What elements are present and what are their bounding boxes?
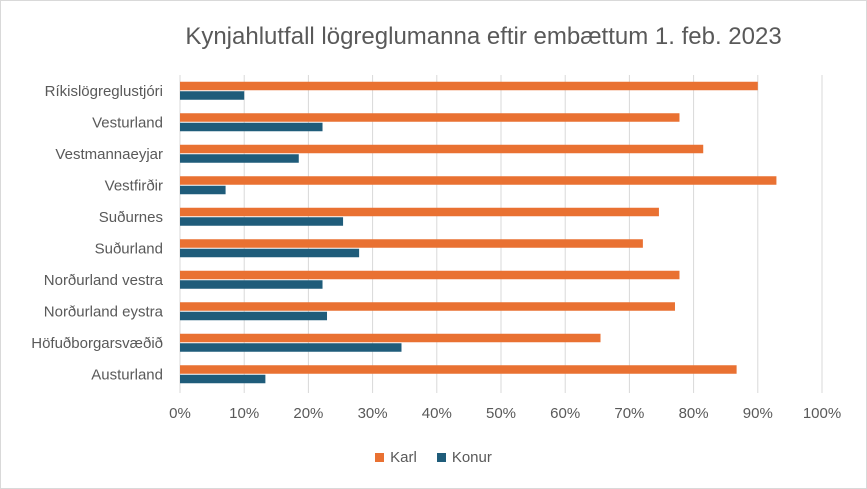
bar-konur <box>180 185 226 195</box>
bar-karl <box>180 113 680 122</box>
x-tick-label: 60% <box>550 405 580 422</box>
legend-label: Karl <box>390 449 417 466</box>
bar-konur <box>180 91 245 100</box>
category-label: Norðurland vestra <box>44 272 164 289</box>
x-tick-label: 40% <box>422 405 452 422</box>
bar-konur <box>180 122 323 132</box>
bar-karl <box>180 144 704 154</box>
category-label: Suðurnes <box>99 209 163 226</box>
category-label: Vestmannaeyjar <box>55 146 163 163</box>
x-tick-label: 0% <box>169 405 191 422</box>
bar-karl <box>180 176 777 185</box>
legend-item-karl: Karl <box>375 449 417 466</box>
bar-konur <box>180 374 266 384</box>
bar-karl <box>180 270 680 280</box>
legend-swatch <box>436 453 446 462</box>
bar-konur <box>180 248 360 258</box>
x-tick-label: 10% <box>229 405 259 422</box>
bar-karl <box>180 302 675 311</box>
x-tick-label: 100% <box>803 405 841 422</box>
bar-konur <box>180 311 328 321</box>
chart-title: Kynjahlutfall lögreglumanna eftir embætt… <box>185 23 782 50</box>
bar-konur <box>180 343 402 352</box>
category-label: Suðurland <box>95 240 163 257</box>
x-tick-label: 80% <box>679 405 709 422</box>
legend-item-konur: Konur <box>436 449 492 466</box>
bar-karl <box>180 365 737 374</box>
category-label: Höfuðborgarsvæðið <box>31 335 163 352</box>
category-label: Vestfirðir <box>105 177 163 194</box>
legend-swatch <box>375 453 385 462</box>
x-tick-label: 90% <box>743 405 773 422</box>
category-label: Vesturland <box>92 114 163 131</box>
bar-karl <box>180 207 659 217</box>
legend-label: Konur <box>451 449 492 466</box>
category-label: Austurland <box>91 366 163 383</box>
bar-karl <box>180 333 601 343</box>
bar-konur <box>180 154 299 163</box>
x-tick-label: 50% <box>486 405 516 422</box>
category-label: Norðurland eystra <box>44 303 164 320</box>
bar-karl <box>180 239 643 248</box>
x-tick-label: 30% <box>358 405 388 422</box>
category-label: Ríkislögreglustjóri <box>45 83 163 100</box>
bar-konur <box>180 280 323 289</box>
bar-karl <box>180 81 758 91</box>
x-tick-label: 70% <box>614 405 644 422</box>
chart-legend: Karl Konur <box>0 449 867 466</box>
x-tick-label: 20% <box>293 405 323 422</box>
bar-konur <box>180 217 344 226</box>
